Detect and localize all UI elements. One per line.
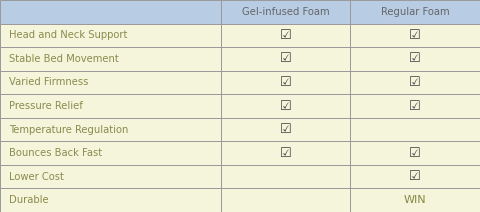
FancyBboxPatch shape bbox=[221, 24, 350, 47]
FancyBboxPatch shape bbox=[221, 94, 350, 118]
Text: ☑: ☑ bbox=[280, 123, 291, 136]
FancyBboxPatch shape bbox=[350, 141, 480, 165]
Text: ☑: ☑ bbox=[409, 99, 421, 113]
FancyBboxPatch shape bbox=[350, 47, 480, 71]
FancyBboxPatch shape bbox=[221, 118, 350, 141]
FancyBboxPatch shape bbox=[0, 94, 221, 118]
Text: ☑: ☑ bbox=[409, 29, 421, 42]
FancyBboxPatch shape bbox=[0, 71, 221, 94]
FancyBboxPatch shape bbox=[350, 94, 480, 118]
Text: Durable: Durable bbox=[9, 195, 48, 205]
Text: Lower Cost: Lower Cost bbox=[9, 172, 63, 182]
FancyBboxPatch shape bbox=[0, 165, 221, 188]
FancyBboxPatch shape bbox=[221, 0, 350, 24]
FancyBboxPatch shape bbox=[0, 118, 221, 141]
FancyBboxPatch shape bbox=[221, 188, 350, 212]
Text: Head and Neck Support: Head and Neck Support bbox=[9, 30, 127, 40]
Text: ☑: ☑ bbox=[409, 52, 421, 65]
Text: Gel-infused Foam: Gel-infused Foam bbox=[242, 7, 329, 17]
FancyBboxPatch shape bbox=[0, 188, 221, 212]
FancyBboxPatch shape bbox=[221, 141, 350, 165]
FancyBboxPatch shape bbox=[350, 71, 480, 94]
FancyBboxPatch shape bbox=[350, 118, 480, 141]
FancyBboxPatch shape bbox=[221, 47, 350, 71]
FancyBboxPatch shape bbox=[350, 24, 480, 47]
Text: Varied Firmness: Varied Firmness bbox=[9, 77, 88, 87]
FancyBboxPatch shape bbox=[0, 141, 221, 165]
Text: WIN: WIN bbox=[404, 195, 427, 205]
Text: ☑: ☑ bbox=[280, 52, 291, 65]
Text: ☑: ☑ bbox=[409, 147, 421, 160]
FancyBboxPatch shape bbox=[221, 71, 350, 94]
Text: Bounces Back Fast: Bounces Back Fast bbox=[9, 148, 102, 158]
Text: Pressure Relief: Pressure Relief bbox=[9, 101, 83, 111]
FancyBboxPatch shape bbox=[221, 165, 350, 188]
FancyBboxPatch shape bbox=[0, 47, 221, 71]
Text: Regular Foam: Regular Foam bbox=[381, 7, 449, 17]
FancyBboxPatch shape bbox=[350, 188, 480, 212]
Text: ☑: ☑ bbox=[409, 76, 421, 89]
Text: ☑: ☑ bbox=[280, 147, 291, 160]
Text: ☑: ☑ bbox=[280, 99, 291, 113]
Text: ☑: ☑ bbox=[409, 170, 421, 183]
FancyBboxPatch shape bbox=[0, 0, 221, 24]
Text: ☑: ☑ bbox=[280, 29, 291, 42]
FancyBboxPatch shape bbox=[350, 0, 480, 24]
Text: Temperature Regulation: Temperature Regulation bbox=[9, 125, 128, 135]
Text: Stable Bed Movement: Stable Bed Movement bbox=[9, 54, 119, 64]
FancyBboxPatch shape bbox=[350, 165, 480, 188]
Text: ☑: ☑ bbox=[280, 76, 291, 89]
FancyBboxPatch shape bbox=[0, 24, 221, 47]
